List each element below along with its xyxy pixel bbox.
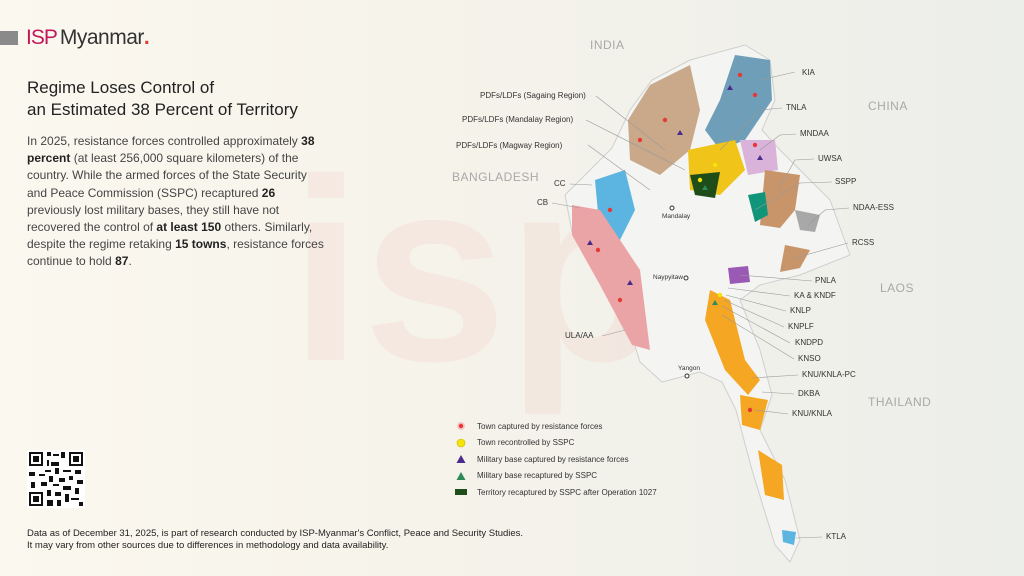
t: (at least 256,000 square kilometers) of … — [27, 151, 307, 200]
label-ka-kndf: KA & KNDF — [794, 291, 836, 300]
label-tnla: TNLA — [786, 103, 807, 112]
label-cb: CB — [537, 198, 549, 207]
region-uwsa — [760, 170, 800, 228]
logo-prefix: ISP — [26, 26, 58, 49]
t: 87 — [115, 254, 129, 269]
label-mndaa: MNDAA — [800, 129, 829, 138]
label-ktla: KTLA — [826, 532, 847, 541]
legend-item: Town recontrolled by SSPC — [455, 435, 657, 452]
title-line-1: Regime Loses Control of — [27, 78, 215, 97]
label-ula-aa: ULA/AA — [565, 331, 594, 340]
dark-green-rect-icon — [455, 487, 467, 497]
t: 38 percent — [27, 134, 315, 166]
label-pnla: PNLA — [815, 276, 836, 285]
footer-note: Data as of December 31, 2025, is part of… — [27, 528, 523, 552]
label-knu-knla-pc: KNU/KNLA-PC — [802, 370, 856, 379]
region-rcss — [780, 245, 810, 272]
logo-dot: . — [143, 26, 150, 49]
town-markers — [595, 72, 758, 413]
purple-triangle-icon — [455, 454, 467, 464]
city-yangon: Yangon — [678, 365, 700, 372]
label-kndpd: KNDPD — [795, 338, 824, 347]
yellow-dot-icon — [455, 438, 467, 448]
label-cc: CC — [554, 179, 566, 188]
t: at least 150 — [156, 220, 222, 235]
logo-bar — [0, 31, 18, 45]
legend-label: Territory recaptured by SSPC after Opera… — [477, 487, 657, 497]
label-pdf-sagaing: PDFs/LDFs (Sagaing Region) — [480, 91, 586, 100]
legend-label: Military base recaptured by SSPC — [477, 471, 598, 481]
green-triangle-icon — [455, 471, 467, 481]
qr-code[interactable] — [27, 450, 85, 508]
t: . — [128, 254, 132, 269]
label-ndaa-ess: NDAA-ESS — [853, 203, 894, 212]
label-kia: KIA — [802, 68, 815, 77]
region-pnla — [728, 266, 750, 284]
page-title: Regime Loses Control of an Estimated 38 P… — [27, 77, 347, 121]
city-mandalay: Mandalay — [662, 213, 691, 220]
logo-name: Myanmar — [59, 26, 145, 49]
label-sspp: SSPP — [835, 177, 857, 186]
t: previously lost military bases, they sti… — [27, 202, 280, 235]
legend-label: Town captured by resistance forces — [477, 421, 603, 431]
label-knu-knla: KNU/KNLA — [792, 409, 833, 418]
city-dots — [669, 205, 690, 379]
country-laos: LAOS — [880, 281, 915, 295]
label-knso: KNSO — [798, 354, 821, 363]
t: , resistance forces continue to hold — [27, 237, 324, 269]
red-dot-icon — [455, 421, 467, 431]
label-rcss: RCSS — [852, 238, 875, 247]
legend-item: Territory recaptured by SSPC after Opera… — [455, 484, 657, 501]
label-uwsa: UWSA — [818, 154, 842, 163]
legend-label: Town recontrolled by SSPC — [477, 438, 575, 448]
legend-item: Town captured by resistance forces — [455, 418, 657, 435]
region-aa — [572, 205, 650, 350]
country-bangladesh: BANGLADESH — [452, 170, 540, 184]
label-knplf: KNPLF — [788, 322, 814, 331]
region-kia — [705, 55, 772, 150]
title-line-2: an Estimated 38 Percent of Territory — [27, 100, 298, 119]
t: others. Similarly, despite the regime re… — [27, 220, 313, 252]
map-legend: Town captured by resistance forces Town … — [455, 418, 657, 501]
city-naypyitaw: Naypyitaw — [653, 274, 683, 281]
footer-line-2: It may vary from other sources due to di… — [27, 540, 389, 551]
leader-lines — [551, 71, 850, 539]
legend-item: Military base captured by resistance for… — [455, 451, 657, 468]
region-knu-south — [740, 395, 784, 500]
region-sspp — [748, 192, 768, 222]
label-pdf-mandalay: PDFs/LDFs (Mandalay Region) — [462, 115, 574, 124]
label-knlp: KNLP — [790, 306, 811, 315]
t: 15 towns — [175, 237, 227, 252]
legend-label: Military base captured by resistance for… — [477, 454, 629, 464]
country-india: INDIA — [590, 38, 625, 52]
summary-text: In 2025, resistance forces controlled ap… — [27, 133, 327, 271]
label-dkba: DKBA — [798, 389, 820, 398]
footer-line-1: Data as of December 31, 2025, is part of… — [27, 528, 524, 539]
t: 26 — [261, 185, 276, 200]
label-pdf-magway: PDFs/LDFs (Magway Region) — [456, 141, 563, 150]
t: In 2025, resistance forces controlled ap… — [27, 134, 302, 148]
isp-myanmar-logo: ISP Myanmar . — [0, 26, 150, 49]
country-china: CHINA — [868, 99, 908, 113]
country-thailand: THAILAND — [868, 395, 932, 409]
region-ktla — [782, 530, 796, 545]
region-ndaa — [795, 210, 820, 232]
region-knu — [705, 290, 760, 395]
legend-item: Military base recaptured by SSPC — [455, 468, 657, 485]
